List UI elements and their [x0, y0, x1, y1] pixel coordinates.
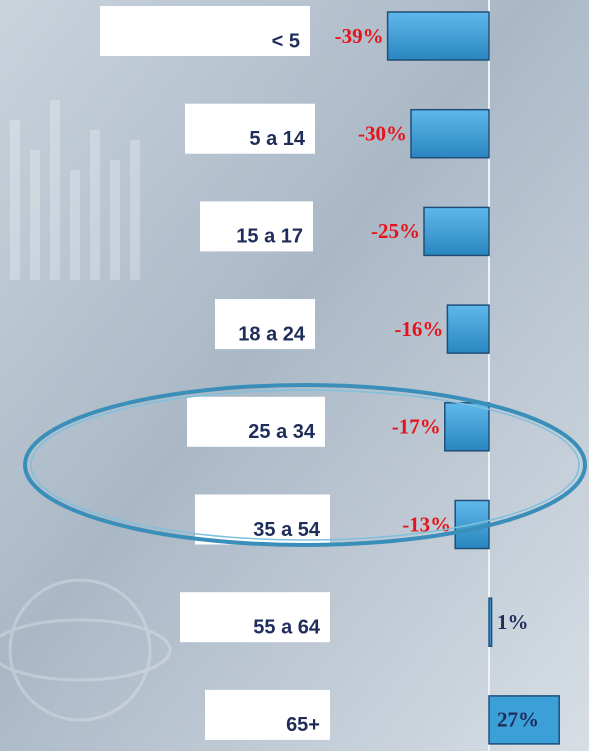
value-label: -16% [394, 317, 443, 341]
value-label: -39% [335, 24, 384, 48]
category-box [205, 689, 330, 740]
value-label: -30% [358, 122, 407, 146]
category-label: 55 a 64 [253, 616, 321, 638]
category-label: 25 a 34 [248, 421, 316, 443]
category-box [185, 103, 315, 154]
highlight-ellipse [23, 383, 587, 547]
category-label: < 5 [272, 30, 300, 52]
category-label: 15 a 17 [236, 226, 303, 248]
value-label: 1% [497, 610, 529, 634]
background-decoration [0, 100, 172, 722]
highlight-ellipse-inner [30, 389, 580, 541]
category-label: 5 a 14 [249, 128, 305, 150]
category-box [187, 396, 325, 447]
value-label: 27% [497, 708, 539, 732]
category-box [100, 6, 310, 56]
bar [386, 11, 490, 61]
plot: < 5 -39% 5 a 14 -30% 15 a 17 -25% 18 a 24 -16% 2… [100, 6, 560, 745]
category-label: 65+ [286, 714, 320, 736]
bar [488, 597, 493, 647]
bar [446, 304, 490, 354]
value-label: -25% [371, 219, 420, 243]
category-box [200, 201, 313, 252]
bar [410, 108, 490, 159]
bar [423, 206, 490, 257]
category-box [215, 299, 315, 350]
value-label: -17% [392, 415, 441, 439]
bar [444, 402, 490, 452]
category-label: 18 a 24 [238, 323, 306, 345]
bar [488, 695, 560, 745]
category-label: 35 a 54 [253, 519, 321, 541]
category-box [180, 592, 330, 643]
